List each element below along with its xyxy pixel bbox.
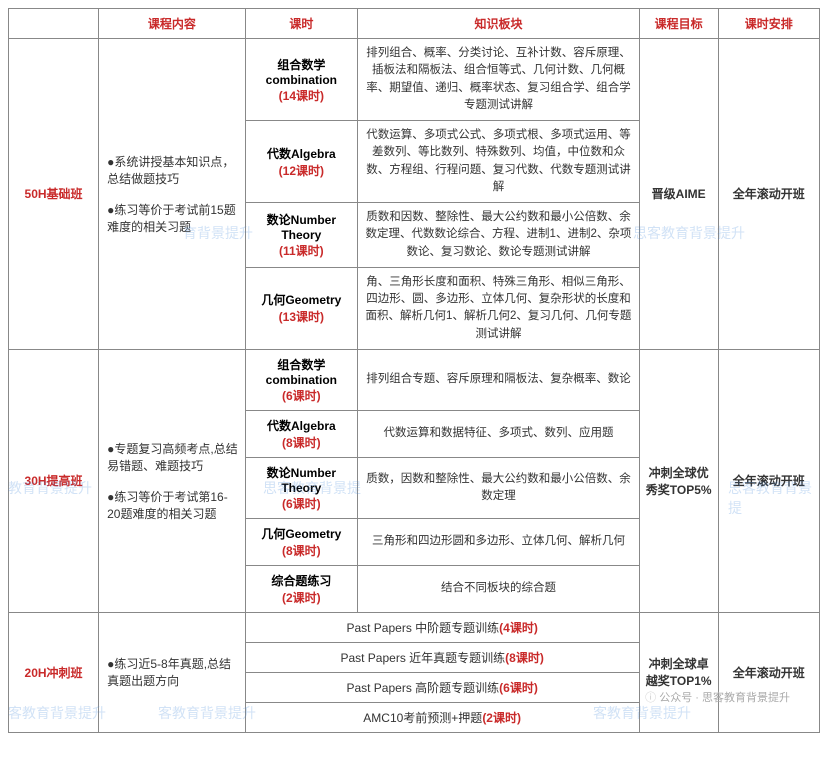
module-title: 几何Geometry — [250, 291, 354, 308]
course-table: 课程内容 课时 知识板块 课程目标 课时安排 50H基础班 ●系统讲授基本知识点… — [8, 8, 820, 733]
pp-hours: (8课时) — [505, 651, 544, 665]
module-hours: (6课时) — [250, 387, 354, 404]
module-title: 数论Number — [250, 464, 354, 481]
attribution-text: ⓘ 公众号 · 思客教育背景提升 — [645, 689, 790, 705]
knowledge-cell: 排列组合、概率、分类讨论、互补计数、容斥原理、插板法和隔板法、组合恒等式、几何计… — [358, 39, 640, 121]
module-hours: (13课时) — [250, 308, 354, 325]
knowledge-cell: 质数和因数、整除性、最大公约数和最小公倍数、余数定理、代数数论综合、方程、进制1… — [358, 203, 640, 268]
header-content: 课程内容 — [99, 9, 245, 39]
table-row: 20H冲刺班 ●练习近5-8年真题,总结真题出题方向 Past Papers 中… — [9, 612, 820, 642]
module-hours: (2课时) — [250, 589, 354, 606]
header-knowledge: 知识板块 — [358, 9, 640, 39]
goal-50h: 晋级AIME — [639, 39, 718, 350]
module-hours-cell: 代数Algebra (12课时) — [245, 121, 358, 203]
content-p1: ●系统讲授基本知识点，总结做题技巧 — [107, 153, 240, 187]
goal-30h: 冲刺全球优秀奖TOP5% — [639, 349, 718, 612]
header-hours: 课时 — [245, 9, 358, 39]
table-row: 50H基础班 ●系统讲授基本知识点，总结做题技巧 ●练习等价于考试前15题难度的… — [9, 39, 820, 121]
knowledge-cell: 代数运算、多项式公式、多项式根、多项式运用、等差数列、等比数列、特殊数列、均值，… — [358, 121, 640, 203]
knowledge-cell: 三角形和四边形圆和多边形、立体几何、解析几何 — [358, 518, 640, 565]
course-content-30h: ●专题复习高频考点,总结易错题、难题技巧 ●练习等价于考试第16-20题难度的相… — [99, 349, 245, 612]
module-title: 代数Algebra — [250, 145, 354, 162]
knowledge-cell: 质数，因数和整除性、最大公约数和最小公倍数、余数定理 — [358, 457, 640, 518]
module-title: 综合题练习 — [250, 572, 354, 589]
module-title2: Theory — [250, 481, 354, 495]
pp-hours: (2课时) — [482, 711, 521, 725]
pp-hours: (6课时) — [499, 681, 538, 695]
module-hours-cell: 几何Geometry (8课时) — [245, 518, 358, 565]
pp-text: Past Papers 近年真题专题训练 — [340, 651, 505, 665]
goal-20h: 冲刺全球卓越奖TOP1% — [639, 612, 718, 732]
header-schedule: 课时安排 — [718, 9, 819, 39]
module-hours-cell: 代数Algebra (8课时) — [245, 410, 358, 457]
schedule-50h: 全年滚动开班 — [718, 39, 819, 350]
module-hours-cell: 几何Geometry (13课时) — [245, 267, 358, 349]
pp-hours: (4课时) — [499, 621, 538, 635]
module-hours-cell: 综合题练习 (2课时) — [245, 565, 358, 612]
module-hours: (8课时) — [250, 542, 354, 559]
knowledge-cell: 代数运算和数据特征、多项式、数列、应用题 — [358, 410, 640, 457]
knowledge-cell: 结合不同板块的综合题 — [358, 565, 640, 612]
pp-text: Past Papers 中阶题专题训练 — [346, 621, 499, 635]
schedule-20h: 全年滚动开班 — [718, 612, 819, 732]
module-title: 几何Geometry — [250, 525, 354, 542]
module-hours-cell: 组合数学 combination (6课时) — [245, 349, 358, 410]
pp-text: Past Papers 高阶题专题训练 — [346, 681, 499, 695]
pastpaper-row: Past Papers 近年真题专题训练(8课时) — [245, 642, 639, 672]
course-content-50h: ●系统讲授基本知识点，总结做题技巧 ●练习等价于考试前15题难度的相关习题 — [99, 39, 245, 350]
knowledge-cell: 排列组合专题、容斥原理和隔板法、复杂概率、数论 — [358, 349, 640, 410]
pastpaper-row: Past Papers 高阶题专题训练(6课时) — [245, 672, 639, 702]
module-title2: combination — [250, 373, 354, 387]
module-title: 组合数学 — [250, 56, 354, 73]
pastpaper-row: AMC10考前预测+押题(2课时) — [245, 702, 639, 732]
content-p2: ●练习等价于考试第16-20题难度的相关习题 — [107, 488, 240, 522]
course-name-50h: 50H基础班 — [9, 39, 99, 350]
module-hours: (11课时) — [250, 242, 354, 259]
schedule-30h: 全年滚动开班 — [718, 349, 819, 612]
table-container: 课程内容 课时 知识板块 课程目标 课时安排 50H基础班 ●系统讲授基本知识点… — [8, 8, 820, 733]
knowledge-cell: 角、三角形长度和面积、特殊三角形、相似三角形、四边形、圆、多边形、立体几何、复杂… — [358, 267, 640, 349]
pp-text: AMC10考前预测+押题 — [363, 711, 482, 725]
module-hours: (14课时) — [250, 87, 354, 104]
module-title: 代数Algebra — [250, 417, 354, 434]
module-title: 数论Number — [250, 211, 354, 228]
module-hours: (6课时) — [250, 495, 354, 512]
module-hours-cell: 数论Number Theory (6课时) — [245, 457, 358, 518]
header-blank — [9, 9, 99, 39]
course-name-30h: 30H提高班 — [9, 349, 99, 612]
module-title: 组合数学 — [250, 356, 354, 373]
content-p1: ●练习近5-8年真题,总结真题出题方向 — [107, 655, 240, 689]
content-p1: ●专题复习高频考点,总结易错题、难题技巧 — [107, 440, 240, 474]
header-row: 课程内容 课时 知识板块 课程目标 课时安排 — [9, 9, 820, 39]
table-row: 30H提高班 ●专题复习高频考点,总结易错题、难题技巧 ●练习等价于考试第16-… — [9, 349, 820, 410]
header-goal: 课程目标 — [639, 9, 718, 39]
content-p2: ●练习等价于考试前15题难度的相关习题 — [107, 201, 240, 235]
module-hours-cell: 数论Number Theory (11课时) — [245, 203, 358, 268]
module-hours: (12课时) — [250, 162, 354, 179]
module-hours-cell: 组合数学 combination (14课时) — [245, 39, 358, 121]
module-hours: (8课时) — [250, 434, 354, 451]
module-title2: Theory — [250, 228, 354, 242]
pastpaper-row: Past Papers 中阶题专题训练(4课时) — [245, 612, 639, 642]
course-name-20h: 20H冲刺班 — [9, 612, 99, 732]
module-title2: combination — [250, 73, 354, 87]
course-content-20h: ●练习近5-8年真题,总结真题出题方向 — [99, 612, 245, 732]
